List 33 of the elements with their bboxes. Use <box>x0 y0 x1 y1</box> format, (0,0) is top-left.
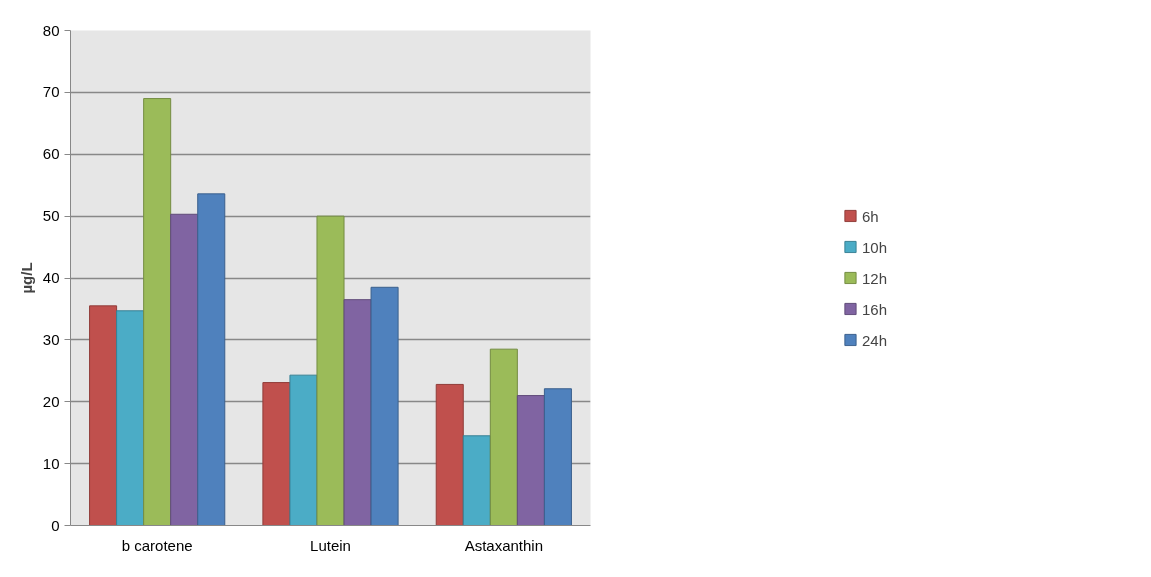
legend-label: 16h <box>861 300 888 317</box>
legend-label: 12h <box>861 269 888 286</box>
legend-label: 6h <box>861 207 880 224</box>
bar <box>516 395 545 526</box>
bar <box>316 215 345 526</box>
y-tick-label: 50 <box>42 207 60 225</box>
bar <box>435 383 464 526</box>
bar <box>197 193 226 526</box>
x-tick-label: Lutein <box>310 536 351 554</box>
bar <box>543 388 572 526</box>
legend-label: 10h <box>861 238 888 255</box>
y-tick-label: 80 <box>42 21 60 39</box>
bar <box>370 286 399 526</box>
bar <box>343 299 372 526</box>
bar <box>489 348 518 526</box>
legend-label: 24h <box>861 331 888 348</box>
y-tick-label: 20 <box>42 392 60 410</box>
bar <box>143 98 172 526</box>
bar <box>116 310 145 526</box>
bar <box>289 374 318 526</box>
y-tick-label: 10 <box>42 454 60 472</box>
y-tick-label: 70 <box>42 83 60 101</box>
bar <box>170 213 199 526</box>
y-tick-label: 0 <box>51 516 60 534</box>
bar <box>89 305 118 526</box>
bar <box>262 382 291 526</box>
x-tick-label: Astaxanthin <box>464 536 544 554</box>
x-tick-label: b carotene <box>121 536 193 554</box>
bar <box>462 435 491 526</box>
y-tick-label: 60 <box>42 145 60 163</box>
y-tick-label: 40 <box>42 269 60 286</box>
y-axis-title: µg/L <box>17 262 35 294</box>
y-tick-label: 30 <box>42 330 60 348</box>
